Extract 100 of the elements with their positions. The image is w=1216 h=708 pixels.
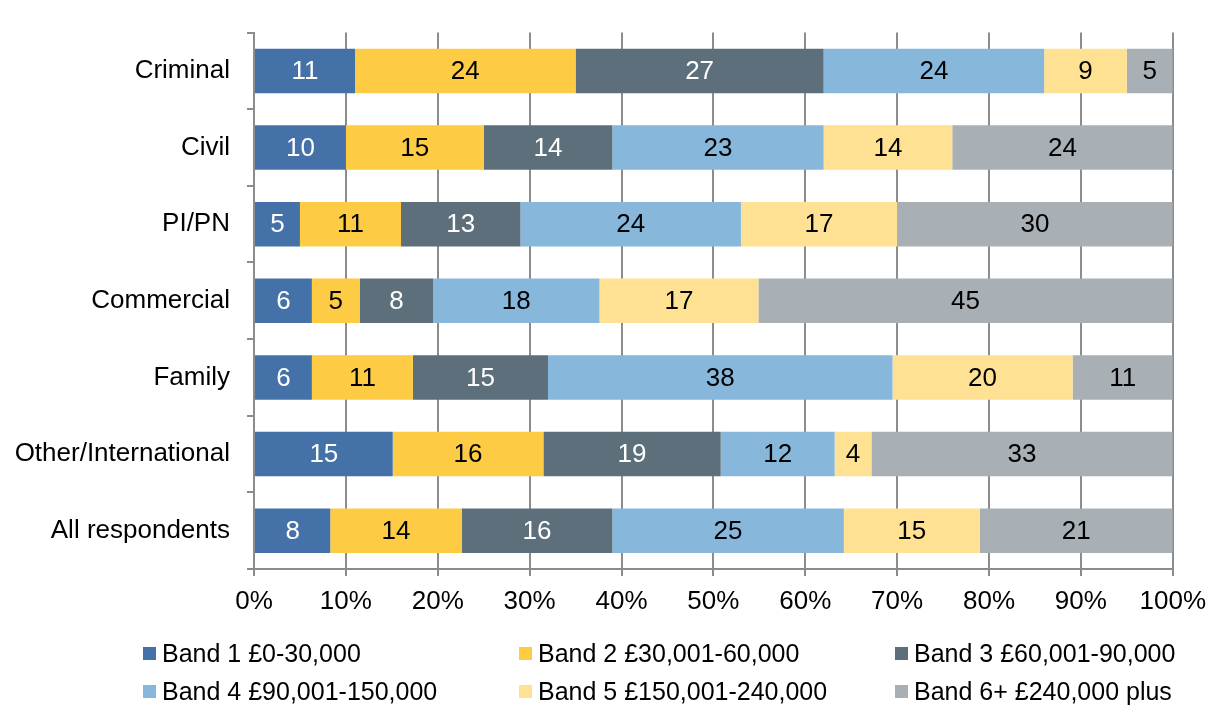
data-label: 17 bbox=[804, 208, 834, 239]
data-label: 14 bbox=[533, 131, 563, 162]
data-label: 6 bbox=[276, 361, 291, 392]
data-label: 8 bbox=[389, 284, 404, 315]
y-tick-label: Other/International bbox=[14, 437, 230, 468]
y-tick-label: PI/PN bbox=[162, 207, 230, 238]
y-tick-label: Family bbox=[153, 360, 230, 391]
bar bbox=[834, 431, 872, 477]
data-label: 38 bbox=[705, 361, 735, 392]
bar bbox=[412, 355, 548, 400]
data-label: 25 bbox=[713, 514, 743, 545]
bar bbox=[599, 278, 759, 324]
data-label: 11 bbox=[336, 208, 364, 239]
data-label: 18 bbox=[501, 284, 531, 315]
bar bbox=[355, 48, 576, 94]
data-label: 27 bbox=[685, 55, 715, 86]
data-label: 10 bbox=[285, 131, 315, 162]
data-label: 20 bbox=[968, 361, 998, 392]
bar bbox=[392, 431, 544, 477]
bar bbox=[823, 125, 953, 170]
data-label: 23 bbox=[703, 131, 733, 162]
bar bbox=[871, 431, 1173, 477]
data-label: 5 bbox=[270, 208, 285, 239]
x-tick-label: 90% bbox=[1054, 584, 1107, 615]
bar bbox=[255, 125, 346, 170]
bar bbox=[311, 355, 413, 400]
data-label: 12 bbox=[763, 438, 793, 469]
data-label: 8 bbox=[285, 514, 300, 545]
bar bbox=[823, 48, 1045, 94]
data-label: 13 bbox=[446, 208, 476, 239]
data-label: 14 bbox=[873, 131, 903, 162]
data-label: 24 bbox=[919, 55, 949, 86]
legend-label: Band 5 £150,001-240,000 bbox=[538, 676, 828, 707]
data-label: 30 bbox=[1020, 208, 1050, 239]
y-tick-label: Criminal bbox=[134, 54, 230, 85]
bar bbox=[758, 278, 1173, 324]
bar bbox=[1072, 355, 1173, 400]
legend-label: Band 2 £30,001-60,000 bbox=[538, 638, 800, 669]
x-tick-label: 20% bbox=[411, 584, 464, 615]
bar bbox=[255, 508, 331, 553]
data-label: 21 bbox=[1061, 514, 1091, 545]
legend-label: Band 4 £90,001-150,000 bbox=[162, 676, 438, 707]
bar bbox=[892, 355, 1073, 400]
bar bbox=[330, 508, 462, 553]
x-tick-label: 50% bbox=[687, 584, 740, 615]
data-label: 45 bbox=[951, 284, 981, 315]
bar bbox=[720, 431, 835, 477]
bar bbox=[483, 125, 613, 170]
data-label: 24 bbox=[616, 208, 646, 239]
bar bbox=[843, 508, 980, 553]
x-tick-label: 60% bbox=[779, 584, 832, 615]
bar bbox=[1044, 48, 1127, 94]
bar bbox=[520, 201, 741, 247]
data-label: 15 bbox=[897, 514, 927, 545]
data-label: 17 bbox=[664, 284, 694, 315]
bar bbox=[897, 201, 1173, 247]
bar bbox=[401, 201, 521, 247]
bar bbox=[740, 201, 898, 247]
data-label: 33 bbox=[1007, 438, 1037, 469]
data-label: 9 bbox=[1078, 55, 1093, 86]
bar bbox=[255, 278, 312, 324]
data-label: 5 bbox=[1142, 55, 1158, 86]
data-label: 15 bbox=[400, 131, 430, 162]
data-label: 11 bbox=[1109, 361, 1137, 392]
bar bbox=[311, 278, 360, 324]
x-tick-label: 40% bbox=[595, 584, 648, 615]
bar bbox=[255, 431, 393, 477]
x-tick-label: 100% bbox=[1139, 584, 1206, 615]
data-label: 15 bbox=[466, 361, 495, 392]
bar bbox=[255, 48, 356, 94]
bar bbox=[1126, 48, 1173, 94]
x-tick-label: 30% bbox=[503, 584, 556, 615]
data-label: 19 bbox=[617, 438, 647, 469]
data-label: 15 bbox=[309, 438, 339, 469]
x-tick-label: 70% bbox=[871, 584, 924, 615]
legend-label: Band 6+ £240,000 plus bbox=[914, 676, 1172, 707]
bar bbox=[299, 201, 401, 247]
data-label: 5 bbox=[328, 284, 343, 315]
x-tick-label: 10% bbox=[319, 584, 372, 615]
legend-label: Band 1 £0-30,000 bbox=[162, 638, 361, 669]
data-label: 14 bbox=[381, 514, 411, 545]
data-label: 24 bbox=[450, 55, 480, 86]
legend-label: Band 3 £60,001-90,000 bbox=[914, 638, 1176, 669]
bar bbox=[433, 278, 600, 324]
bar bbox=[952, 125, 1173, 170]
bar bbox=[543, 431, 721, 477]
bar bbox=[461, 508, 613, 553]
bar bbox=[979, 508, 1173, 553]
y-tick-label: Commercial bbox=[91, 283, 230, 314]
bar bbox=[345, 125, 484, 170]
data-label: 4 bbox=[845, 438, 861, 469]
bar bbox=[255, 355, 312, 400]
bar bbox=[575, 48, 824, 94]
y-tick-label: All respondents bbox=[50, 513, 230, 544]
bar bbox=[612, 125, 824, 170]
data-label: 11 bbox=[348, 361, 376, 392]
data-label: 24 bbox=[1048, 131, 1077, 162]
x-tick-label: 0% bbox=[235, 584, 273, 615]
bar bbox=[548, 355, 893, 400]
data-label: 16 bbox=[453, 438, 483, 469]
